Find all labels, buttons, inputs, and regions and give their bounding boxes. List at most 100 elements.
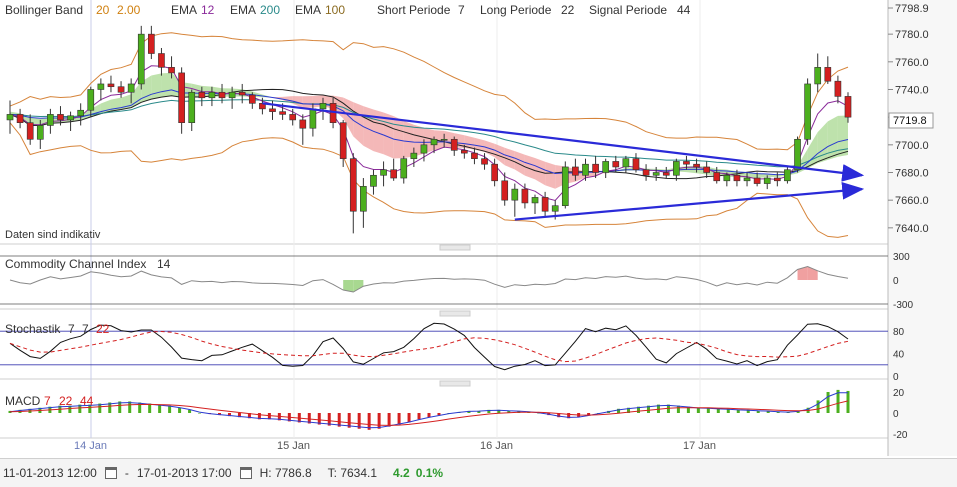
candle-body	[269, 108, 276, 112]
candle-body	[158, 53, 165, 68]
candle-body	[673, 161, 680, 176]
short-period-label: Short Periode	[377, 3, 451, 17]
candle-body	[450, 138, 458, 151]
candle-body	[97, 83, 105, 90]
range-start: 11-01-2013 12:00	[3, 466, 97, 480]
calendar-icon[interactable]	[104, 467, 117, 479]
high-value: H: 7786.8	[259, 466, 312, 480]
cci-line	[9, 265, 849, 293]
price-tick-label: 7798.9	[895, 3, 929, 15]
bollinger-label: Bollinger Band	[5, 3, 83, 17]
macd-slow: 22	[59, 394, 73, 408]
range-dash: -	[124, 466, 129, 480]
candle-body	[339, 122, 347, 159]
cloud-segment	[474, 137, 485, 152]
candle-body	[632, 158, 640, 171]
cloud-segment	[403, 120, 414, 158]
ema3-label: EMA	[295, 3, 321, 17]
macd-histogram-bar	[686, 406, 690, 413]
stochastic-tick-label: 0	[893, 372, 899, 383]
status-bar: 11-01-2013 12:00 - 17-01-2013 17:00 H: 7…	[0, 458, 957, 487]
candle-body	[168, 67, 175, 74]
candle-body	[511, 188, 519, 201]
candle-body	[360, 186, 367, 212]
price-tick-label: 7680.0	[895, 167, 929, 179]
macd-histogram-bar	[467, 410, 471, 413]
macd-histogram-bar	[437, 413, 441, 416]
candle-body	[592, 163, 599, 173]
stochastic-tick-label: 40	[893, 350, 905, 361]
candle-body	[148, 33, 155, 54]
candle-body	[47, 114, 54, 126]
macd-histogram-bar	[816, 400, 820, 413]
candle-body	[77, 109, 85, 117]
candle-body	[662, 172, 670, 176]
macd-histogram-bar	[756, 410, 760, 413]
candlesticks	[6, 25, 852, 234]
macd-histogram-bar	[567, 413, 571, 419]
macd-histogram-bar	[108, 402, 112, 413]
time-label-14jan: 14 Jan	[74, 440, 107, 452]
calendar-icon[interactable]	[239, 467, 252, 479]
macd-histogram-bar	[158, 404, 162, 413]
trendlines	[262, 102, 865, 221]
candle-body	[319, 103, 327, 110]
candle-body	[572, 166, 579, 176]
macd-histogram-bar	[666, 404, 670, 413]
plot-background	[0, 0, 888, 456]
candle-body	[370, 174, 377, 187]
macd-histogram-bar	[198, 413, 202, 414]
candle-body	[430, 138, 438, 146]
cci-fill	[797, 266, 808, 280]
cloud-segment	[494, 143, 505, 166]
signal-period-label: Signal Periode	[589, 3, 667, 17]
cloud-segment	[757, 173, 768, 179]
range-end: 17-01-2013 17:00	[136, 466, 232, 480]
cloud-segment	[464, 135, 475, 150]
macd-histogram-bar	[168, 405, 172, 413]
macd-histogram-bar	[557, 413, 561, 418]
macd-histogram-bar	[646, 405, 650, 413]
macd-histogram-bar	[477, 410, 481, 413]
candle-body	[501, 180, 509, 201]
macd-histogram-bar	[8, 410, 12, 413]
ema3-value: 100	[325, 3, 345, 17]
macd-histogram-bar	[327, 413, 331, 426]
macd-histogram-bar	[716, 408, 720, 413]
trendline	[262, 102, 865, 182]
macd-histogram-bar	[237, 413, 241, 418]
candle-body	[642, 169, 650, 176]
bollinger-p2: 2.00	[117, 3, 141, 17]
panel-handles[interactable]	[439, 244, 471, 387]
candle-body	[218, 91, 226, 99]
candle-body	[67, 115, 74, 121]
short-period-value: 7	[458, 3, 465, 17]
candle-body	[349, 158, 357, 212]
price-axis-background	[888, 0, 957, 456]
macd-histogram-bar	[617, 408, 621, 413]
macd-histogram-bar	[307, 413, 311, 424]
stochastic-tick-label: 80	[893, 327, 905, 338]
candle-body	[541, 197, 549, 212]
candle-body	[299, 119, 307, 129]
macd-histogram-bar	[537, 413, 541, 414]
candle-body	[804, 83, 811, 140]
price-pane	[6, 25, 865, 238]
candle-body	[683, 161, 690, 165]
candle-body	[693, 163, 700, 168]
candle-body	[844, 96, 852, 118]
candle-body	[753, 177, 761, 184]
cloud-segment	[827, 115, 838, 160]
price-tick-label: 7700.0	[895, 140, 929, 152]
macd-histogram-bar	[397, 413, 401, 425]
candle-body	[733, 174, 741, 182]
macd-histogram-bar	[317, 413, 321, 425]
candle-body	[440, 138, 448, 141]
macd-histogram-bar	[337, 413, 341, 427]
stochastic-pane: 80 40 0	[0, 322, 905, 383]
candle-body	[208, 91, 216, 99]
current-price: 7719.8	[893, 115, 927, 127]
macd-histogram-bar	[377, 413, 381, 429]
stochastic-legend: Stochastik 7 7 22	[5, 322, 110, 336]
